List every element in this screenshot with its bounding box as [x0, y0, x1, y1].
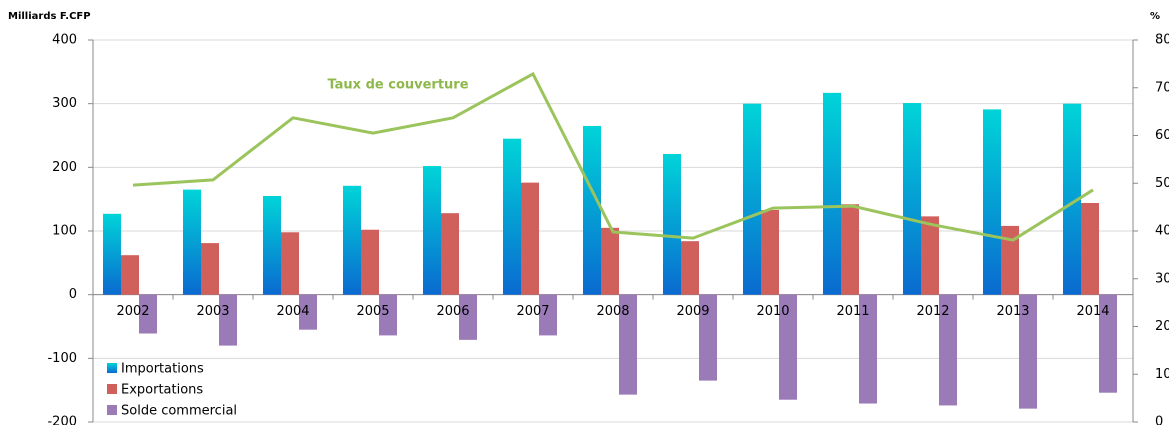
- legend-swatch: [107, 384, 117, 394]
- y-tick-label: 100: [52, 224, 77, 239]
- y2-tick-label: 10: [1155, 367, 1169, 382]
- bar: [263, 195, 281, 295]
- bar: [601, 227, 619, 295]
- x-tick-label: 2007: [516, 304, 549, 319]
- bar: [699, 294, 717, 381]
- bar: [1001, 225, 1019, 295]
- legend-swatch: [107, 363, 117, 373]
- x-tick-label: 2012: [916, 304, 949, 319]
- y2-tick-label: 70: [1155, 80, 1169, 95]
- bar: [219, 294, 237, 346]
- bar: [939, 294, 957, 406]
- x-tick-label: 2014: [1076, 304, 1109, 319]
- bar: [539, 294, 557, 336]
- bar: [299, 294, 317, 330]
- y-tick-label: 200: [52, 160, 77, 175]
- bar: [139, 294, 157, 334]
- bar: [983, 109, 1001, 295]
- bar: [103, 213, 121, 295]
- bar: [343, 185, 361, 295]
- bar: [583, 125, 601, 295]
- bar: [823, 92, 841, 295]
- bar: [859, 294, 877, 404]
- bar: [361, 229, 379, 295]
- y-tick-label: 300: [52, 96, 77, 111]
- y2-tick-label: 30: [1155, 271, 1169, 286]
- bar: [663, 153, 681, 295]
- bar: [121, 255, 139, 295]
- y2-tick-label: 0: [1155, 415, 1163, 425]
- annotation: Taux de couverture: [327, 78, 468, 93]
- bar: [1099, 294, 1117, 393]
- y-axis-title: Milliards F.CFP: [8, 11, 91, 22]
- y2-tick-label: 40: [1155, 224, 1169, 239]
- bar: [841, 204, 859, 295]
- legend-label: Exportations: [121, 383, 203, 398]
- bar: [1081, 202, 1099, 295]
- bar: [441, 213, 459, 295]
- bar: [183, 189, 201, 295]
- y-tick-label: -100: [47, 351, 77, 366]
- x-tick-label: 2005: [356, 304, 389, 319]
- bar: [761, 209, 779, 295]
- bar: [1019, 294, 1037, 409]
- bar: [423, 166, 441, 295]
- bar: [681, 241, 699, 295]
- x-tick-label: 2008: [596, 304, 629, 319]
- y-tick-label: 0: [69, 287, 77, 302]
- bar: [903, 103, 921, 295]
- x-tick-label: 2009: [676, 304, 709, 319]
- y-tick-label: 400: [52, 33, 77, 48]
- bar: [459, 294, 477, 340]
- x-tick-label: 2010: [756, 304, 789, 319]
- x-tick-label: 2004: [276, 304, 309, 319]
- bar: [743, 103, 761, 295]
- y2-tick-label: 60: [1155, 128, 1169, 143]
- bar: [379, 294, 397, 336]
- bar: [201, 243, 219, 295]
- legend-swatch: [107, 405, 117, 415]
- x-tick-label: 2003: [196, 304, 229, 319]
- bar: [921, 216, 939, 295]
- bar: [281, 232, 299, 295]
- x-tick-label: 2006: [436, 304, 469, 319]
- line: [132, 71, 1094, 242]
- legend-label: Importations: [121, 362, 204, 377]
- bar: [779, 294, 797, 400]
- bar: [619, 294, 637, 395]
- legend-label: Solde commercial: [121, 404, 237, 419]
- bar: [503, 138, 521, 295]
- y2-tick-label: 50: [1155, 176, 1169, 191]
- x-tick-label: 2013: [996, 304, 1029, 319]
- bar: [1063, 103, 1081, 295]
- bar: [521, 182, 539, 295]
- y-tick-label: -200: [47, 415, 77, 425]
- y2-tick-label: 20: [1155, 319, 1169, 334]
- y2-axis-title: %: [1150, 11, 1160, 22]
- x-tick-label: 2002: [116, 304, 149, 319]
- x-tick-label: 2011: [836, 304, 869, 319]
- y2-tick-label: 80: [1155, 33, 1169, 48]
